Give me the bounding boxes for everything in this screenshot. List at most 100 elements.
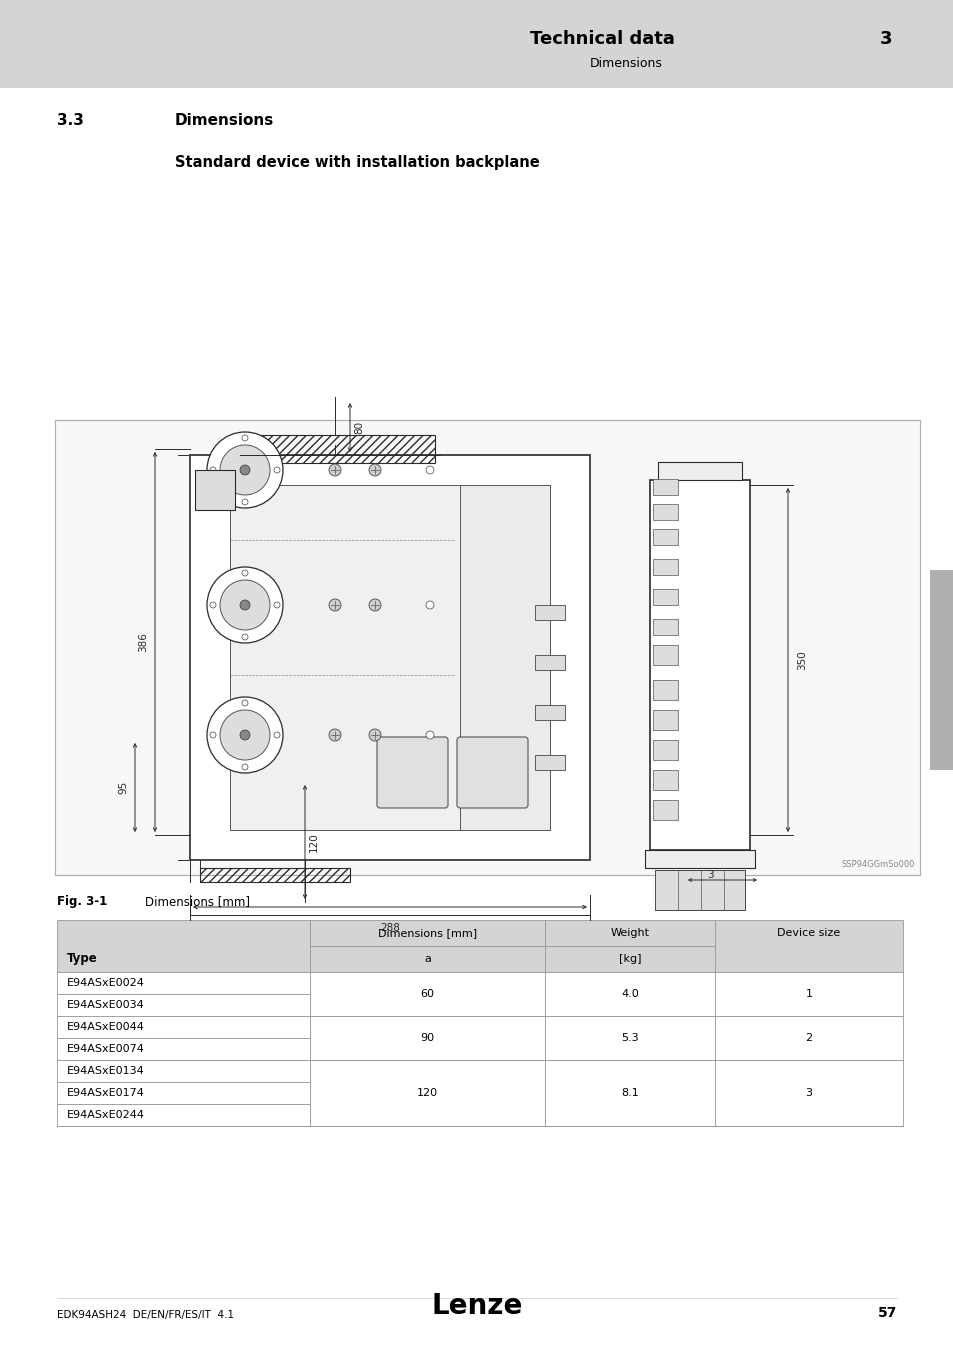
Text: EDK94ASH24  DE/EN/FR/ES/IT  4.1: EDK94ASH24 DE/EN/FR/ES/IT 4.1 — [57, 1310, 233, 1320]
Bar — [459, 485, 550, 830]
Circle shape — [207, 697, 283, 774]
Bar — [535, 755, 564, 770]
Circle shape — [242, 634, 248, 640]
Circle shape — [240, 464, 250, 475]
Bar — [57, 1104, 310, 1126]
Bar — [57, 972, 310, 994]
Bar — [714, 1017, 902, 1060]
Bar — [245, 435, 435, 463]
Bar — [200, 868, 350, 882]
Circle shape — [274, 467, 280, 472]
Bar — [714, 919, 902, 972]
Bar — [652, 769, 678, 790]
Bar — [714, 972, 902, 1017]
Bar — [652, 680, 678, 701]
Text: 57: 57 — [877, 1305, 896, 1320]
Circle shape — [329, 464, 340, 477]
Text: E94ASxE0174: E94ASxE0174 — [67, 1088, 145, 1098]
Text: 5.3: 5.3 — [620, 1033, 639, 1044]
Bar — [535, 605, 564, 620]
Circle shape — [242, 500, 248, 505]
Bar — [190, 455, 589, 860]
Text: 80: 80 — [354, 421, 364, 435]
Text: 2: 2 — [804, 1033, 812, 1044]
Bar — [644, 850, 754, 868]
Circle shape — [220, 446, 270, 495]
Text: Weight: Weight — [610, 927, 649, 938]
Text: 288: 288 — [379, 923, 399, 933]
Circle shape — [207, 567, 283, 643]
Bar — [57, 1017, 310, 1038]
Bar — [544, 1060, 714, 1126]
Bar — [194, 470, 234, 510]
Text: Technical data: Technical data — [530, 30, 674, 49]
Bar — [652, 479, 678, 495]
Text: Dimensions: Dimensions — [589, 57, 662, 70]
Text: 386: 386 — [138, 632, 148, 652]
Circle shape — [329, 729, 340, 741]
Circle shape — [369, 599, 380, 612]
Bar — [714, 1060, 902, 1126]
Bar — [544, 946, 714, 972]
Circle shape — [210, 732, 215, 738]
Bar — [652, 559, 678, 575]
Text: 60: 60 — [420, 990, 434, 999]
Circle shape — [242, 701, 248, 706]
Text: Lenze: Lenze — [431, 1292, 522, 1320]
Text: Standard device with installation backplane: Standard device with installation backpl… — [174, 155, 539, 170]
Circle shape — [369, 729, 380, 741]
Text: 90: 90 — [420, 1033, 435, 1044]
Text: E94ASxE0044: E94ASxE0044 — [67, 1022, 145, 1031]
Bar — [544, 972, 714, 1017]
Bar — [655, 869, 744, 910]
Text: 120: 120 — [416, 1088, 437, 1098]
Text: SSP94GGmSo000: SSP94GGmSo000 — [841, 860, 914, 869]
Bar — [544, 1017, 714, 1060]
Bar — [0, 0, 953, 88]
Text: Dimensions [mm]: Dimensions [mm] — [145, 895, 250, 909]
Text: Device size: Device size — [777, 927, 840, 938]
Circle shape — [242, 570, 248, 576]
Text: E94ASxE0024: E94ASxE0024 — [67, 977, 145, 988]
FancyBboxPatch shape — [456, 737, 527, 809]
Text: 8.1: 8.1 — [620, 1088, 639, 1098]
Bar — [652, 620, 678, 634]
Text: E94ASxE0244: E94ASxE0244 — [67, 1110, 145, 1120]
Circle shape — [274, 732, 280, 738]
Bar — [57, 1038, 310, 1060]
Bar — [310, 919, 544, 946]
Circle shape — [210, 467, 215, 472]
Bar — [310, 972, 544, 1017]
Text: 3.3: 3.3 — [57, 113, 84, 128]
Text: 120: 120 — [309, 832, 318, 852]
Text: 95: 95 — [118, 780, 128, 794]
Text: 3: 3 — [804, 1088, 812, 1098]
Circle shape — [426, 466, 434, 474]
Circle shape — [426, 730, 434, 738]
Bar — [652, 710, 678, 730]
Circle shape — [240, 599, 250, 610]
Bar — [652, 801, 678, 819]
Bar — [535, 655, 564, 670]
Text: Type: Type — [67, 952, 97, 965]
Bar — [55, 420, 919, 875]
Text: E94ASxE0074: E94ASxE0074 — [67, 1044, 145, 1054]
Circle shape — [426, 601, 434, 609]
Text: a: a — [424, 954, 431, 964]
Bar — [57, 919, 310, 972]
Circle shape — [220, 710, 270, 760]
Text: E94ASxE0134: E94ASxE0134 — [67, 1066, 145, 1076]
Circle shape — [240, 730, 250, 740]
FancyBboxPatch shape — [376, 737, 448, 809]
Bar — [649, 481, 749, 850]
Bar — [929, 570, 953, 769]
Text: Fig. 3-1: Fig. 3-1 — [57, 895, 107, 909]
Text: 1: 1 — [804, 990, 812, 999]
Text: [kg]: [kg] — [618, 954, 640, 964]
Text: E94ASxE0034: E94ASxE0034 — [67, 1000, 145, 1010]
Bar — [652, 504, 678, 520]
Circle shape — [329, 599, 340, 612]
Text: Dimensions: Dimensions — [174, 113, 274, 128]
Text: 3: 3 — [706, 869, 713, 880]
Circle shape — [242, 764, 248, 769]
